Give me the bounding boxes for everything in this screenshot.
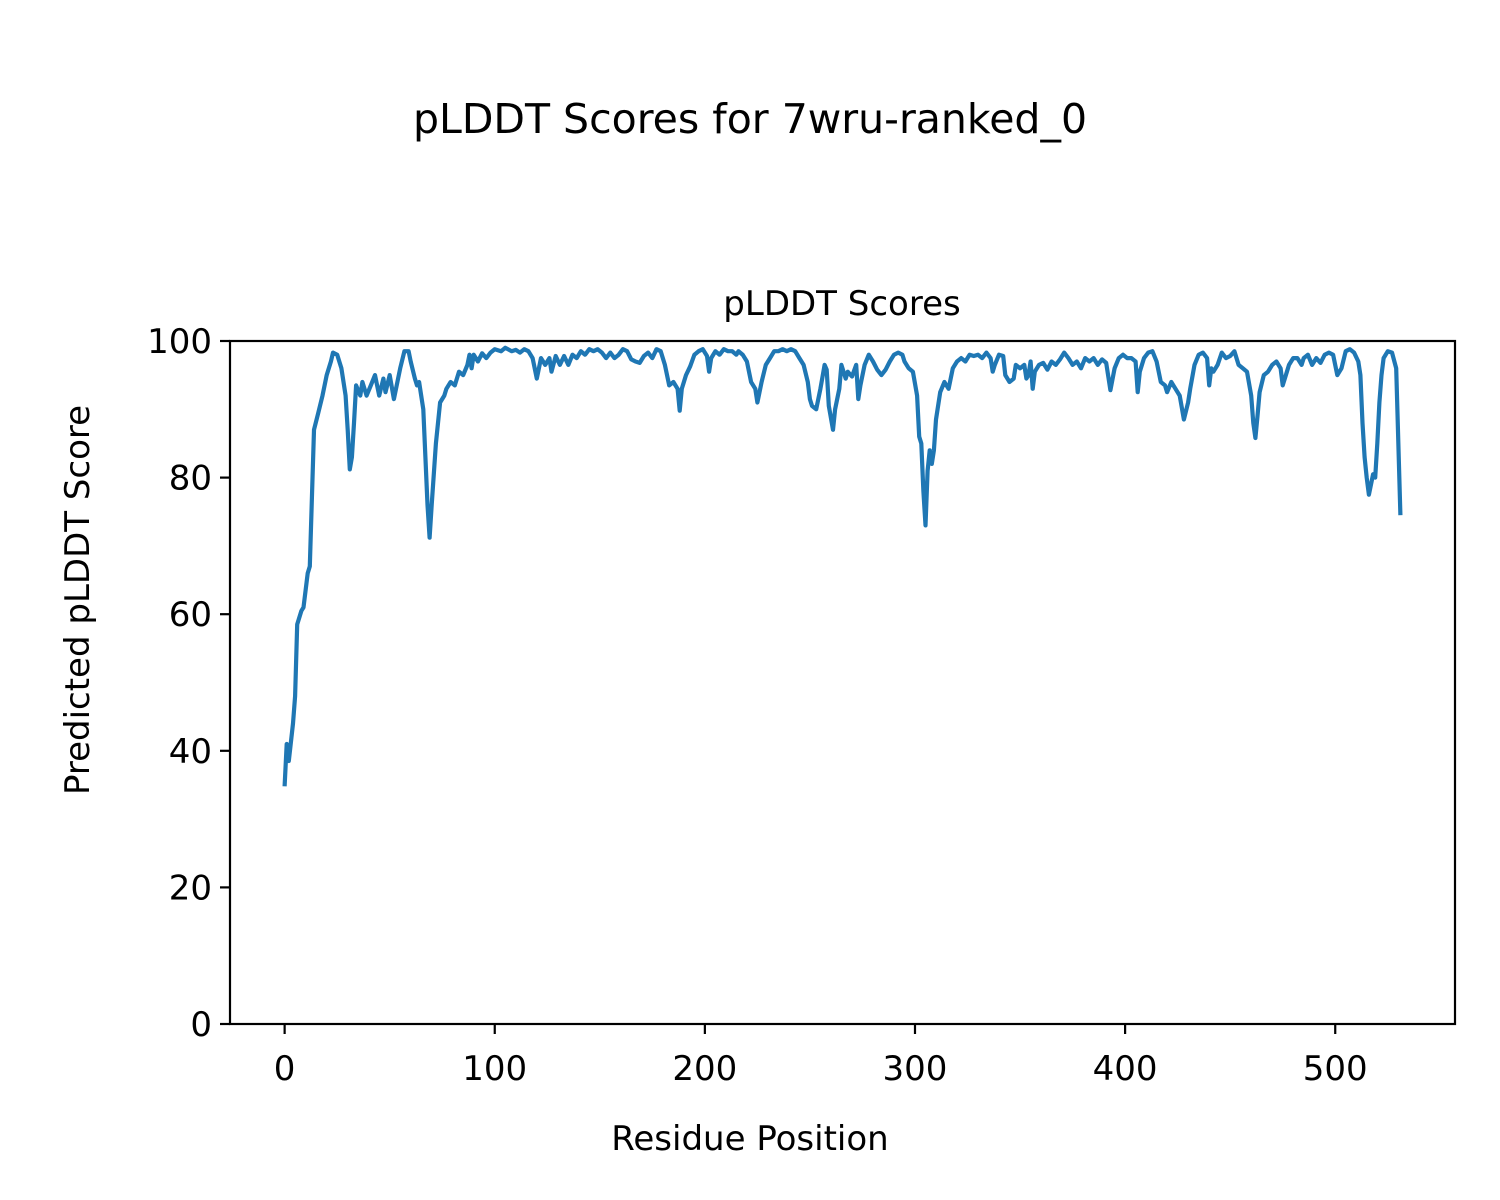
axes-frame	[228, 339, 1457, 1026]
chart-title: pLDDT Scores	[723, 284, 960, 324]
y-axis-label: Predicted pLDDT Score	[58, 405, 98, 795]
x-tick-label-5: 500	[1303, 1049, 1368, 1089]
x-axis: 0 100 200 300 400 500	[274, 1024, 1368, 1089]
x-tick-label-2: 200	[672, 1049, 737, 1089]
x-tick-label-3: 300	[883, 1049, 948, 1089]
y-tick-label-1: 20	[169, 868, 212, 908]
plot-area	[228, 339, 1457, 1026]
y-tick-label-5: 100	[147, 322, 212, 362]
x-tick-label-4: 400	[1093, 1049, 1158, 1089]
x-axis-label: Residue Position	[611, 1119, 888, 1159]
y-tick-label-0: 0	[190, 1005, 212, 1045]
y-tick-label-3: 60	[169, 595, 212, 635]
y-axis: 0 20 40 60 80 100	[147, 322, 230, 1045]
x-tick-label-0: 0	[274, 1049, 296, 1089]
x-tick-label-1: 100	[462, 1049, 527, 1089]
y-tick-label-2: 40	[169, 732, 212, 772]
y-tick-label-4: 80	[169, 459, 212, 499]
figure-title: pLDDT Scores for 7wru-ranked_0	[413, 95, 1087, 143]
series-line	[282, 345, 1403, 787]
